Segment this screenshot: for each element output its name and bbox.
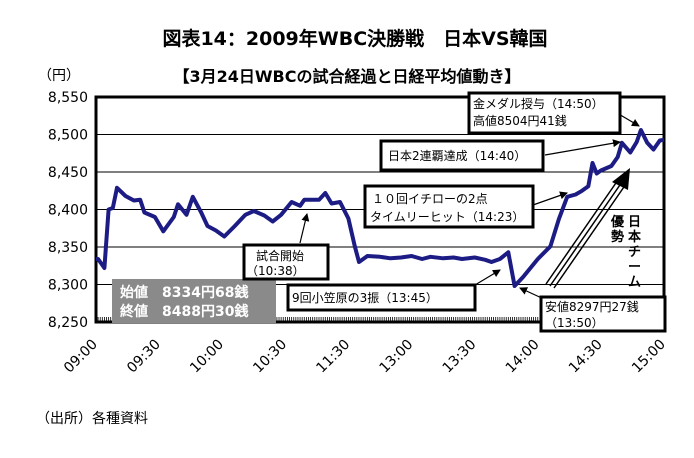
x-tick-label: 09:30 — [124, 337, 164, 377]
annotation-medal: 金メダル授与（14:50） 高値8504円41銭 — [467, 91, 640, 135]
y-tick-label: 8,550 — [48, 90, 88, 106]
annotation-low: 安値8297円27銭 （13:50） — [519, 287, 667, 333]
svg-text:日本2連覇達成（14:40）: 日本2連覇達成（14:40） — [388, 149, 526, 163]
y-axis-unit: （円） — [38, 68, 80, 84]
x-tick-label: 10:30 — [250, 337, 290, 377]
annotation-ichiro: １０回イチローの2点 タイムリーヒット（14:23） — [363, 184, 568, 229]
x-tick-label: 10:00 — [187, 337, 227, 377]
y-tick-label: 8,250 — [48, 315, 88, 331]
svg-text:（10:38）: （10:38） — [246, 264, 305, 278]
svg-text:高値8504円41銭: 高値8504円41銭 — [473, 113, 567, 128]
svg-text:ー: ー — [628, 260, 641, 275]
y-tick-label: 8,500 — [48, 128, 88, 144]
open-close-box: 始値 8334円68銭 終値 8488円30銭 — [112, 279, 276, 323]
y-tick-label: 8,400 — [48, 203, 88, 219]
trend-arrow — [545, 168, 630, 289]
svg-text:日: 日 — [628, 215, 641, 230]
y-axis-ticks: 8,550 8,500 8,450 8,400 8,350 8,300 8,250 — [48, 90, 88, 331]
trend-label: 優 勢 日 本 チ ー ム — [610, 214, 641, 290]
x-tick-label: 14:00 — [503, 337, 543, 377]
annotation-game-start: 試合開始 （10:38） — [242, 213, 330, 281]
annotation-strikeout: 9回小笠原の3振（13:45） — [286, 269, 501, 312]
y-tick-label: 8,450 — [48, 165, 88, 181]
x-tick-label: 14:30 — [566, 337, 606, 377]
svg-text:本: 本 — [628, 229, 641, 245]
svg-text:試合開始: 試合開始 — [256, 248, 304, 263]
source-note: （出所）各種資料 — [36, 411, 148, 427]
chart-subtitle: 【3月24日WBCの試合経過と日経平均値動き】 — [174, 67, 521, 86]
svg-text:金メダル授与（14:50）: 金メダル授与（14:50） — [473, 96, 604, 111]
x-axis-ticks: 09:00 09:30 10:00 10:30 11:30 13:00 13:30 14:00… — [61, 337, 669, 377]
x-tick-label: 09:00 — [61, 337, 101, 377]
svg-text:優: 優 — [610, 214, 625, 230]
x-tick-label: 13:00 — [377, 337, 417, 377]
close-price: 終値 8488円30銭 — [120, 303, 248, 320]
x-tick-label: 11:30 — [313, 337, 353, 377]
svg-text:ム: ム — [628, 275, 641, 290]
svg-text:勢: 勢 — [611, 229, 624, 245]
plot-frame — [94, 95, 666, 324]
series-line-nikkei — [96, 128, 665, 288]
svg-text:9回小笠原の3振（13:45）: 9回小笠原の3振（13:45） — [292, 290, 438, 305]
svg-text:（13:50）: （13:50） — [545, 316, 604, 330]
svg-text:チ: チ — [628, 245, 641, 260]
open-price: 始値 8334円68銭 — [120, 284, 248, 301]
x-tick-label: 15:00 — [629, 337, 669, 377]
svg-text:安値8297円27銭: 安値8297円27銭 — [545, 299, 639, 314]
chart-title: 図表14：2009年WBC決勝戦 日本VS韓国 — [162, 27, 547, 50]
x-tick-label: 13:30 — [440, 337, 480, 377]
y-tick-label: 8,300 — [48, 278, 88, 294]
svg-text:タイムリーヒット（14:23）: タイムリーヒット（14:23） — [370, 210, 524, 224]
svg-text:１０回イチローの2点: １０回イチローの2点 — [372, 192, 488, 206]
y-tick-label: 8,350 — [48, 240, 88, 256]
annotation-champion: 日本2連覇達成（14:40） — [379, 139, 621, 172]
